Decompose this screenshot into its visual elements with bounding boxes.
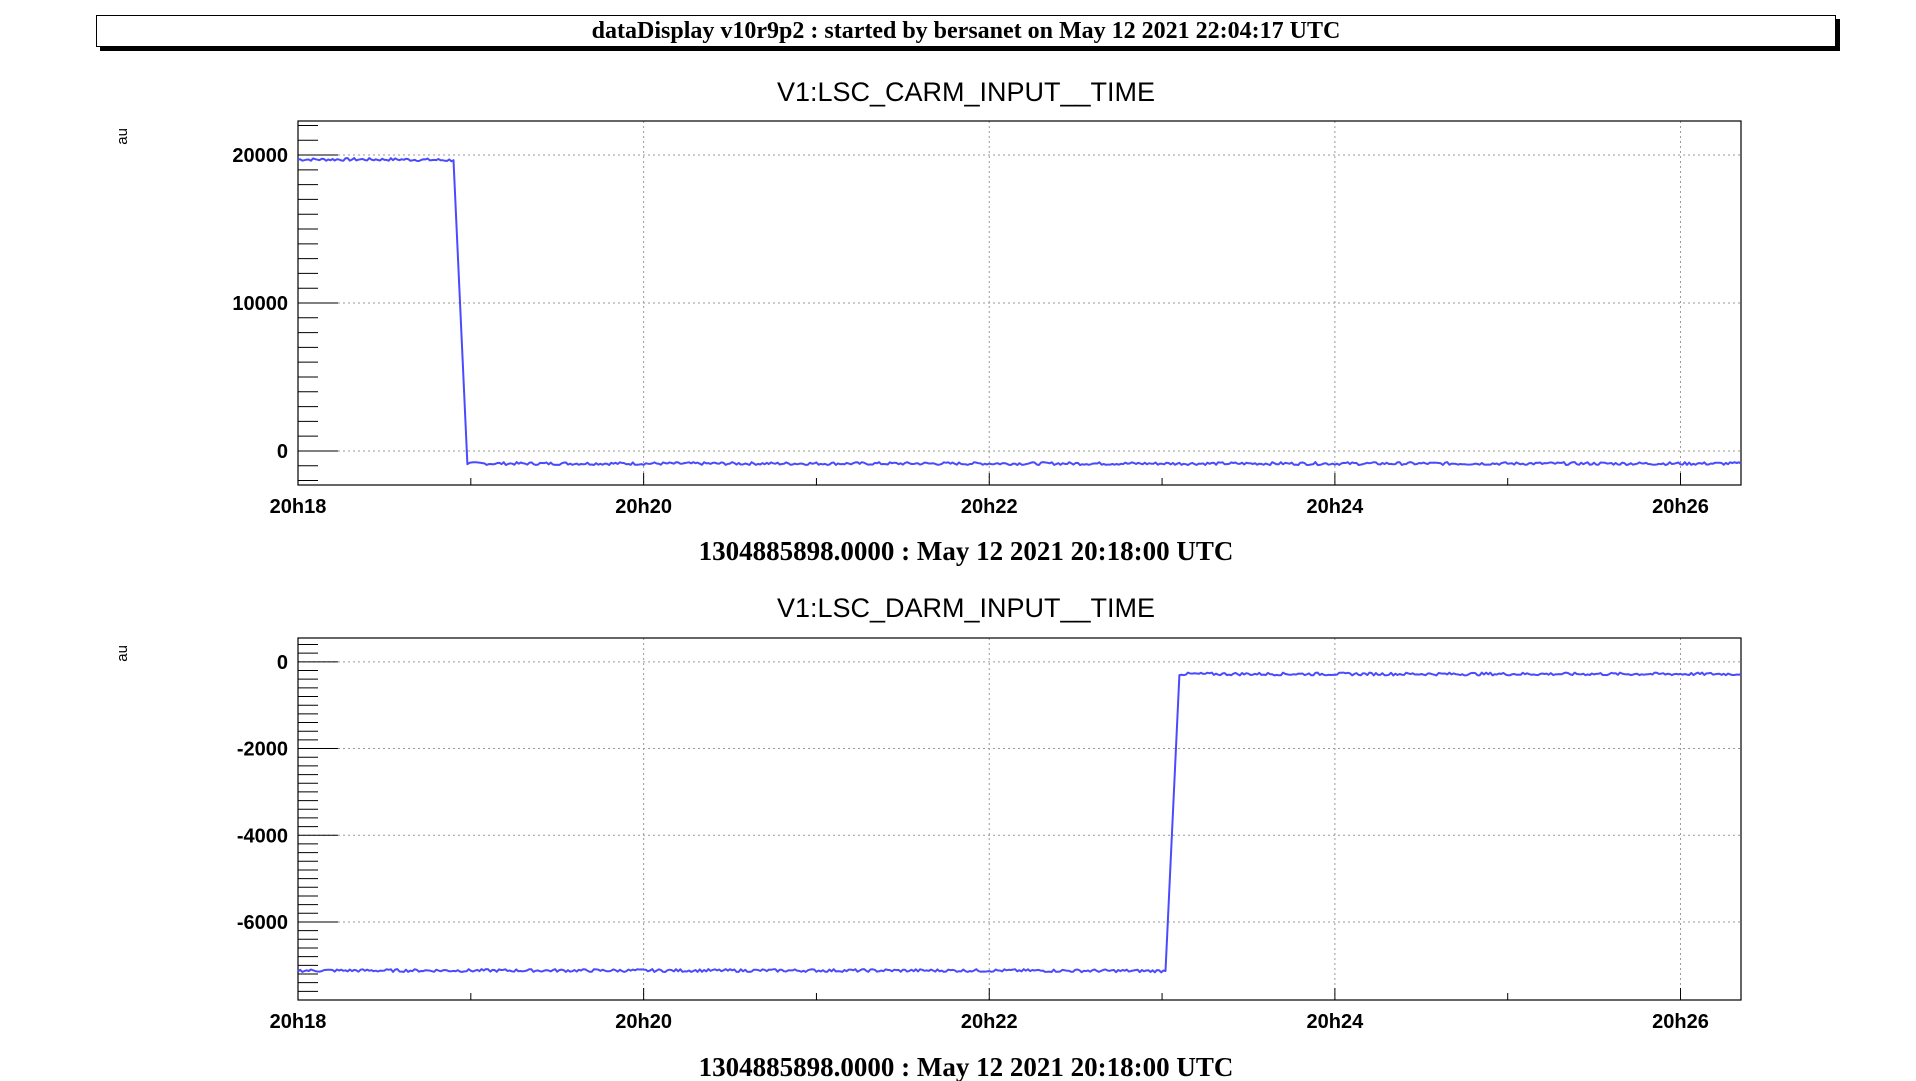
y-tick-label: 0 bbox=[277, 652, 288, 674]
time-reference-label: 1304885898.0000 : May 12 2021 20:18:00 U… bbox=[699, 536, 1234, 566]
x-tick-label: 20h20 bbox=[615, 496, 672, 518]
y-tick-label: -2000 bbox=[237, 739, 288, 761]
y-tick-label: 10000 bbox=[232, 293, 288, 315]
x-tick-label: 20h20 bbox=[615, 1011, 672, 1033]
x-tick-label: 20h22 bbox=[961, 1011, 1018, 1033]
plot-frame bbox=[297, 637, 1742, 1001]
y-tick-label: 20000 bbox=[232, 145, 288, 167]
x-tick-label: 20h18 bbox=[270, 496, 327, 518]
chart-title: V1:LSC_CARM_INPUT__TIME bbox=[777, 77, 1155, 107]
y-tick-label: -4000 bbox=[237, 825, 288, 847]
series-line bbox=[297, 671, 1742, 974]
page-header: dataDisplay v10r9p2 : started by bersane… bbox=[96, 15, 1836, 47]
x-tick-label: 20h22 bbox=[961, 496, 1018, 518]
header-title: dataDisplay v10r9p2 : started by bersane… bbox=[591, 17, 1341, 44]
x-tick-label: 20h18 bbox=[270, 1011, 327, 1033]
y-tick-label: 0 bbox=[277, 441, 288, 463]
x-tick-label: 20h24 bbox=[1307, 496, 1365, 518]
series-line bbox=[297, 157, 1742, 466]
time-reference-label: 1304885898.0000 : May 12 2021 20:18:00 U… bbox=[699, 1052, 1234, 1081]
y-tick-label: -6000 bbox=[237, 912, 288, 934]
chart-title: V1:LSC_DARM_INPUT__TIME bbox=[777, 593, 1155, 623]
x-tick-label: 20h26 bbox=[1652, 496, 1709, 518]
x-tick-label: 20h24 bbox=[1307, 1011, 1365, 1033]
x-tick-label: 20h26 bbox=[1652, 1011, 1709, 1033]
y-axis-label: au bbox=[114, 645, 131, 662]
y-axis-label: au bbox=[114, 128, 131, 145]
